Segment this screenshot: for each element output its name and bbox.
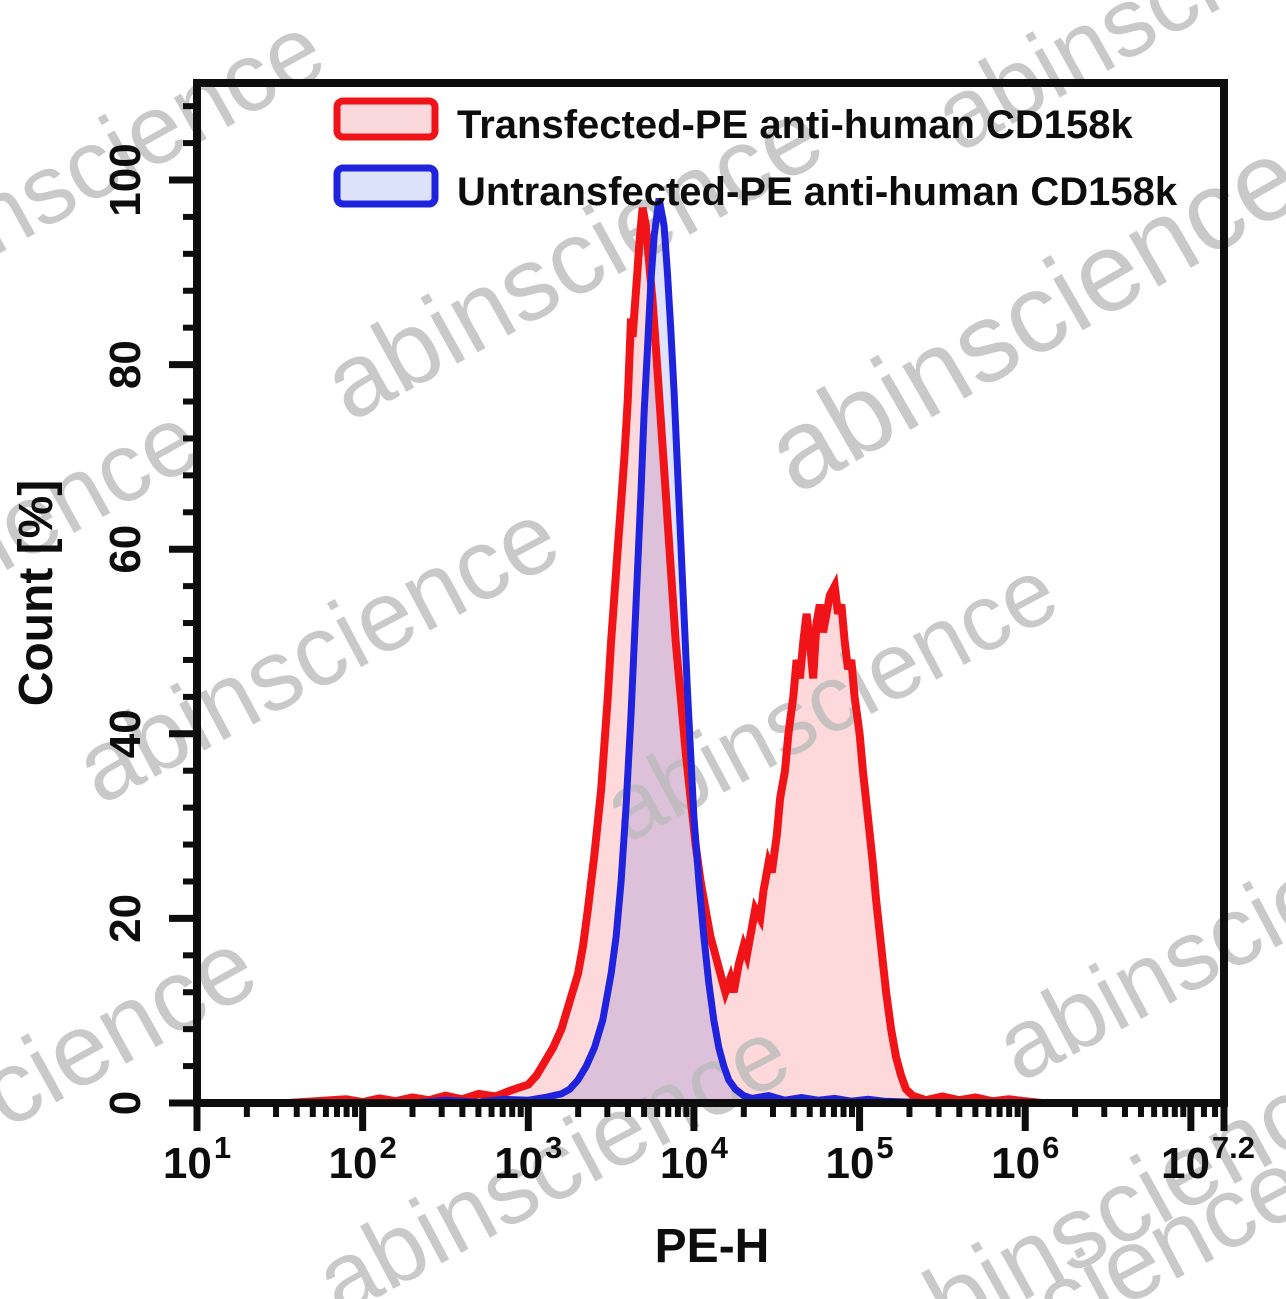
svg-text:100: 100 [101, 143, 150, 216]
svg-text:102: 102 [329, 1130, 397, 1188]
histogram-curves [197, 197, 1224, 1107]
x-axis-title: PE-H [655, 1220, 770, 1273]
svg-text:101: 101 [163, 1130, 231, 1188]
svg-text:107.2: 107.2 [1161, 1130, 1255, 1188]
svg-text:103: 103 [494, 1130, 562, 1188]
svg-text:106: 106 [991, 1130, 1059, 1188]
svg-text:20: 20 [101, 894, 150, 943]
svg-text:80: 80 [101, 340, 150, 389]
legend-label-transfected: Transfected-PE anti-human CD158k [457, 103, 1133, 147]
legend: Transfected-PE anti-human CD158k Untrans… [333, 97, 1178, 214]
svg-text:40: 40 [101, 709, 150, 758]
legend-label-untransfected: Untransfected-PE anti-human CD158k [457, 170, 1178, 214]
legend-swatch-transfected [333, 97, 439, 141]
y-axis-title: Count [%] [10, 480, 63, 707]
axes [169, 79, 1228, 1131]
svg-text:60: 60 [101, 525, 150, 574]
svg-text:104: 104 [660, 1130, 729, 1188]
legend-swatch-untransfected [333, 164, 439, 208]
svg-text:0: 0 [101, 1091, 150, 1115]
svg-text:105: 105 [825, 1130, 893, 1188]
axis-tick-labels: 101 102 103 104 105 106 107.2 0 20 40 60 80 100 [101, 143, 1255, 1188]
